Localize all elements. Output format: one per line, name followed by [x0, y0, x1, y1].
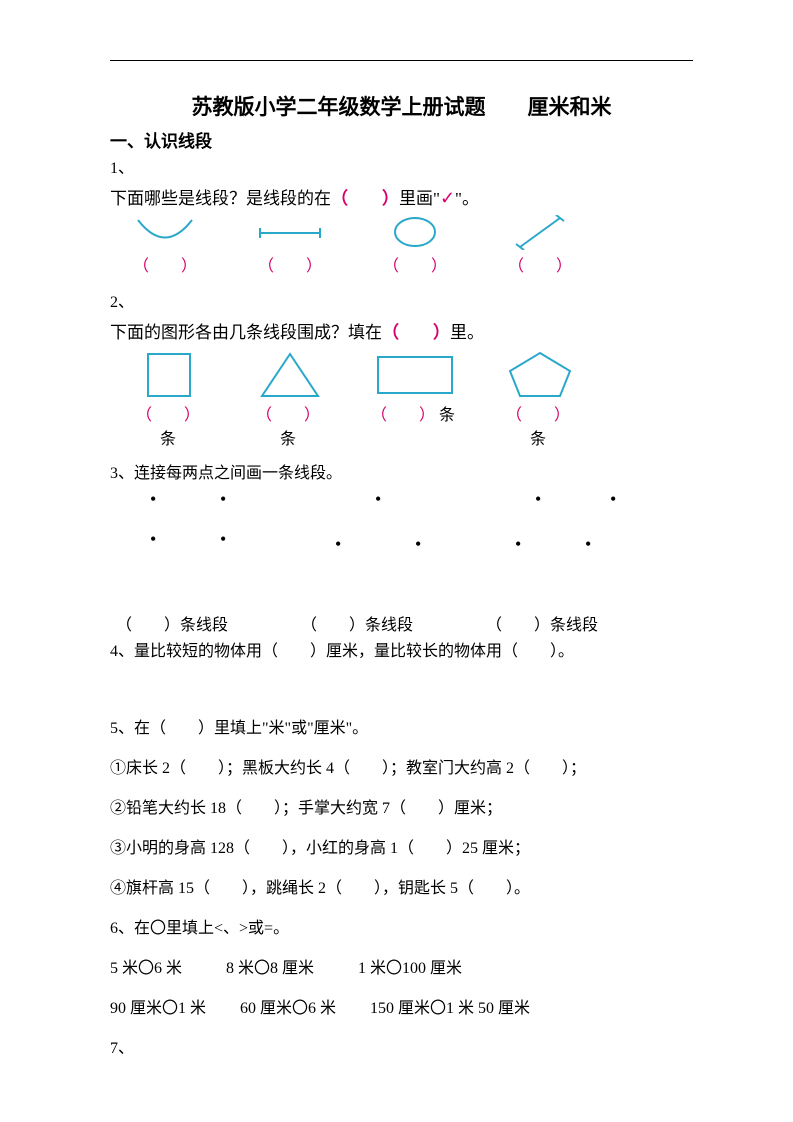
q6-text: 6、在〇里填上<、>或=。: [110, 913, 693, 945]
q1-shapes: [130, 215, 693, 250]
q2-text-c: 里。: [450, 323, 484, 342]
ellipse-shape: [380, 215, 450, 250]
page-title: 苏教版小学二年级数学上册试题 厘米和米: [110, 91, 693, 121]
rectangle-shape: [370, 349, 460, 399]
square-shape: [130, 349, 210, 399]
q2-answers: （ ） 条 （ ） 条 （ ） 条 （ ） 条: [128, 401, 693, 449]
q3-text: 3、连接每两点之间画一条线段。: [110, 459, 693, 483]
q2-paren: （ ）: [382, 323, 450, 342]
q6-1b: 8 米〇8 厘米: [226, 960, 314, 977]
paren-1: （ ）: [130, 252, 200, 276]
segment-shape-2: [505, 215, 575, 250]
ans-2: （ ） 条: [248, 401, 328, 449]
q1-number: 1、: [110, 154, 693, 178]
p4: （ ）: [506, 407, 570, 424]
check-icon: ✓: [440, 188, 455, 208]
paren-4: （ ）: [505, 252, 575, 276]
q2-prompt: 下面的图形各由几条线段围成？填在（ ）里。: [110, 318, 693, 343]
q6-row1: 5 米〇6 米 8 米〇8 厘米 1 米〇100 厘米: [110, 953, 693, 985]
q4-text: 4、量比较短的物体用（ ）厘米，量比较长的物体用（ ）。: [110, 637, 693, 661]
q7-text: 7、: [110, 1033, 693, 1065]
q2-text-a: 下面的图形各由几条线段围成？填在: [110, 323, 382, 342]
pentagon-shape: [500, 349, 580, 399]
lab-2: （ ）条线段: [301, 611, 451, 635]
p2: （ ）: [256, 407, 320, 424]
arc-shape: [130, 215, 200, 250]
q5-text: 5、在（ ）里填上"米"或"厘米"。: [110, 713, 693, 745]
spacer: [110, 665, 693, 705]
t1: 条: [160, 431, 176, 448]
q3-labels: （ ）条线段 （ ）条线段 （ ）条线段: [116, 611, 693, 635]
triangle-shape: [250, 349, 330, 399]
q6-1a: 5 米〇6 米: [110, 960, 182, 977]
q6-2a: 90 厘米〇1 米: [110, 1000, 206, 1017]
q1-answers: （ ） （ ） （ ） （ ）: [130, 252, 693, 276]
top-rule: [110, 60, 693, 61]
q2-number: 2、: [110, 288, 693, 312]
q3-dots: • • • • • • • • • • •: [120, 489, 693, 609]
ans-3: （ ） 条: [368, 401, 458, 449]
t4: 条: [530, 431, 546, 448]
t2: 条: [280, 431, 296, 448]
q2-shapes: [130, 349, 693, 399]
q6-2c: 150 厘米〇1 米 50 厘米: [370, 1000, 530, 1017]
paren-2: （ ）: [255, 252, 325, 276]
q1-paren: （ ）: [331, 189, 399, 208]
paren-3: （ ）: [380, 252, 450, 276]
q6-1c: 1 米〇100 厘米: [358, 960, 462, 977]
q5-3: ③小明的身高 128（ ），小红的身高 1（ ）25 厘米；: [110, 833, 693, 865]
q5-1: ①床长 2（ ）；黑板大约长 4（ ）；教室门大约高 2（ ）；: [110, 753, 693, 785]
lab-1: （ ）条线段: [116, 611, 266, 635]
segment-shape-1: [255, 215, 325, 250]
dots-4: • • • •: [500, 489, 650, 609]
p3: （ ）: [371, 407, 435, 424]
q1-prompt: 下面哪些是线段？是线段的在（ ）里画"✓"。: [110, 184, 693, 209]
q6-2b: 60 厘米〇6 米: [240, 1000, 336, 1017]
q6-row2: 90 厘米〇1 米 60 厘米〇6 米 150 厘米〇1 米 50 厘米: [110, 993, 693, 1025]
q1-text-c: 里画": [399, 189, 440, 208]
q1-text-e: "。: [455, 189, 479, 208]
q5-2: ②铅笔大约长 18（ ）；手掌大约宽 7（ ）厘米；: [110, 793, 693, 825]
q5-4: ④旗杆高 15（ ），跳绳长 2（ ），钥匙长 5（ ）。: [110, 873, 693, 905]
section-heading: 一、认识线段: [110, 127, 693, 152]
q1-text-a: 下面哪些是线段？是线段的在: [110, 189, 331, 208]
ans-1: （ ） 条: [128, 401, 208, 449]
ans-4: （ ） 条: [498, 401, 578, 449]
dots-3: • • •: [310, 489, 460, 609]
dots-2: • • • •: [120, 489, 270, 609]
t3: 条: [439, 407, 455, 424]
p1: （ ）: [136, 407, 200, 424]
lab-3: （ ）条线段: [486, 611, 636, 635]
